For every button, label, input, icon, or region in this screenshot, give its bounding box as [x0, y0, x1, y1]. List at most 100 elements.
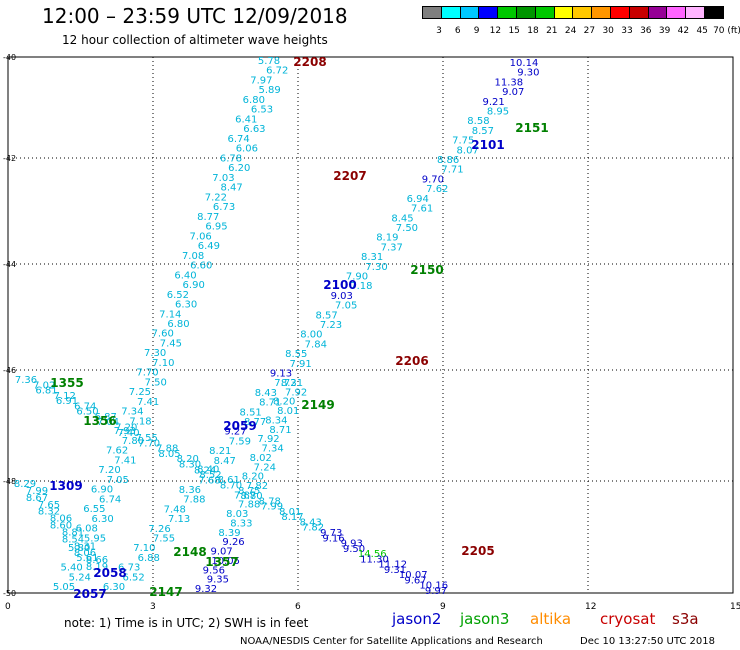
- wave-height-value: 7.82: [302, 523, 324, 534]
- wave-height-value: 7.45: [160, 338, 182, 349]
- wave-height-value: 8.01: [277, 406, 299, 417]
- wave-height-value: 8.21: [209, 446, 231, 457]
- wave-height-value: 7.30: [144, 348, 166, 359]
- track-label-2206: 2206: [395, 354, 428, 368]
- wave-height-value: 6.73: [118, 563, 140, 574]
- track-label-1309: 1309: [49, 479, 82, 493]
- legend-label: 12: [489, 26, 502, 36]
- wave-height-value: 9.70: [422, 174, 444, 185]
- wave-height-value: 7.48: [164, 504, 186, 515]
- wave-height-value: 8.71: [259, 398, 281, 409]
- wave-height-value: 7.25: [129, 387, 151, 398]
- wave-height-value: 8.54: [62, 534, 84, 545]
- wave-height-value: 6.80: [167, 319, 189, 330]
- wave-height-value: 6.74: [99, 494, 121, 505]
- legend-label: 39: [658, 26, 671, 36]
- wave-height-value: 7.55: [153, 533, 175, 544]
- x-tick-label: 0: [5, 602, 11, 612]
- wave-height-value: 7.80: [122, 436, 144, 447]
- legend-label: 3: [436, 26, 442, 36]
- wave-height-value: 11.38: [494, 77, 523, 88]
- wave-height-value: 8.45: [391, 213, 413, 224]
- wave-height-value: 6.74: [227, 134, 249, 145]
- wave-height-value: 7.88: [238, 500, 260, 511]
- wave-height-value: 8.03: [226, 509, 248, 520]
- wave-height-value: 7.88: [156, 444, 178, 455]
- wave-height-value: 6.06: [236, 144, 258, 155]
- wave-height-value: 9.03: [331, 291, 353, 302]
- track-label-1356: 1356: [83, 414, 116, 428]
- wave-height-value: 7.91: [289, 359, 311, 370]
- wave-height-value: 7.14: [159, 309, 181, 320]
- x-tick-label: 12: [585, 602, 596, 612]
- wave-height-value: 7.70: [136, 368, 158, 379]
- wave-height-value: 8.02: [250, 453, 272, 464]
- wave-height-value: 9.32: [195, 584, 217, 595]
- wave-height-value: 9.93: [341, 539, 363, 550]
- footer: note: 1) Time is in UTC; 2) SWH is in fe…: [0, 610, 740, 650]
- wave-height-value: 7.06: [190, 231, 212, 242]
- wave-height-value: 9.16: [322, 533, 344, 544]
- wave-height-value: 9.30: [517, 68, 539, 79]
- wave-height-value: 6.88: [138, 553, 160, 564]
- legend-label: 70 (ft): [713, 26, 740, 36]
- wave-height-value: 7.41: [114, 455, 136, 466]
- wave-height-value: 5.89: [258, 85, 280, 96]
- wave-height-value: 7.20: [98, 465, 120, 476]
- wave-height-value: 7.50: [396, 223, 418, 234]
- wave-height-value: 6.20: [228, 163, 250, 174]
- satellite-jason2: jason2: [392, 610, 442, 628]
- wave-height-value: 7.87: [234, 490, 256, 501]
- wave-height-value: 6.81: [35, 386, 57, 397]
- wave-height-value: 8.58: [467, 116, 489, 127]
- wave-height-value: 8.06: [50, 514, 72, 525]
- wave-height-value: 6.52: [122, 572, 144, 583]
- wave-height-value: 7.90: [346, 271, 368, 282]
- track-label-2100: 2100: [323, 278, 356, 292]
- wave-height-value: 7.34: [262, 444, 284, 455]
- wave-height-value: 8.61: [218, 475, 240, 486]
- wave-height-value: 6.94: [407, 194, 429, 205]
- timestamp: Dec 10 13:27:50 UTC 2018: [580, 636, 715, 647]
- wave-height-value: 7.65: [38, 500, 60, 511]
- wave-height-value: 8.06: [74, 548, 96, 559]
- wave-height-value: 8.17: [281, 512, 303, 523]
- wave-height-value: 6.90: [183, 280, 205, 291]
- wave-height-value: 8.31: [361, 252, 383, 263]
- wave-height-value: 6.55: [83, 504, 105, 515]
- wave-height-value: 9.97: [425, 586, 447, 597]
- wave-height-value: 9.35: [207, 575, 229, 586]
- legend-label: 33: [621, 26, 633, 36]
- wave-height-value: 7.62: [426, 184, 448, 195]
- legend-label: 18: [527, 26, 539, 36]
- wave-height-value: 8.31: [74, 541, 96, 552]
- wave-height-value: 9.31: [384, 565, 406, 576]
- wave-height-value: 7.18: [129, 416, 151, 427]
- wave-height-value: 10.07: [399, 570, 428, 581]
- wave-height-value: 8.19: [86, 562, 108, 573]
- wave-height-value: 6.73: [213, 202, 235, 213]
- wave-height-value: 7.62: [106, 446, 128, 457]
- legend-label: 36: [640, 26, 652, 36]
- wave-height-value: 10.14: [510, 58, 539, 69]
- wave-height-value: 7.10: [133, 543, 155, 554]
- legend-label: 6: [454, 26, 461, 36]
- wave-height-value: 8.32: [38, 507, 60, 518]
- track-label-2058: 2058: [93, 566, 126, 580]
- wave-height-value: 9.21: [482, 97, 504, 108]
- wave-height-value: 6.30: [103, 582, 125, 593]
- page-subtitle: 12 hour collection of altimeter wave hei…: [62, 33, 328, 47]
- wave-height-value: 7.59: [229, 436, 251, 447]
- wave-height-value: 6.91: [56, 396, 78, 407]
- wave-height-value: 8.34: [265, 415, 287, 426]
- wave-height-value: 8.81: [62, 527, 84, 538]
- wave-height-value: 11.30: [360, 554, 389, 565]
- footer-note: note: 1) Time is in UTC; 2) SWH is in fe…: [64, 616, 309, 630]
- wave-height-value: 5.61: [76, 553, 98, 564]
- wave-height-value: 8.78: [259, 496, 281, 507]
- wave-height-value: 7.68: [198, 475, 220, 486]
- wave-height-value: 7.97: [250, 75, 272, 86]
- satellite-jason3: jason3: [460, 610, 510, 628]
- wave-height-value: 7.61: [411, 204, 433, 215]
- wave-height-value: 8.86: [437, 155, 459, 166]
